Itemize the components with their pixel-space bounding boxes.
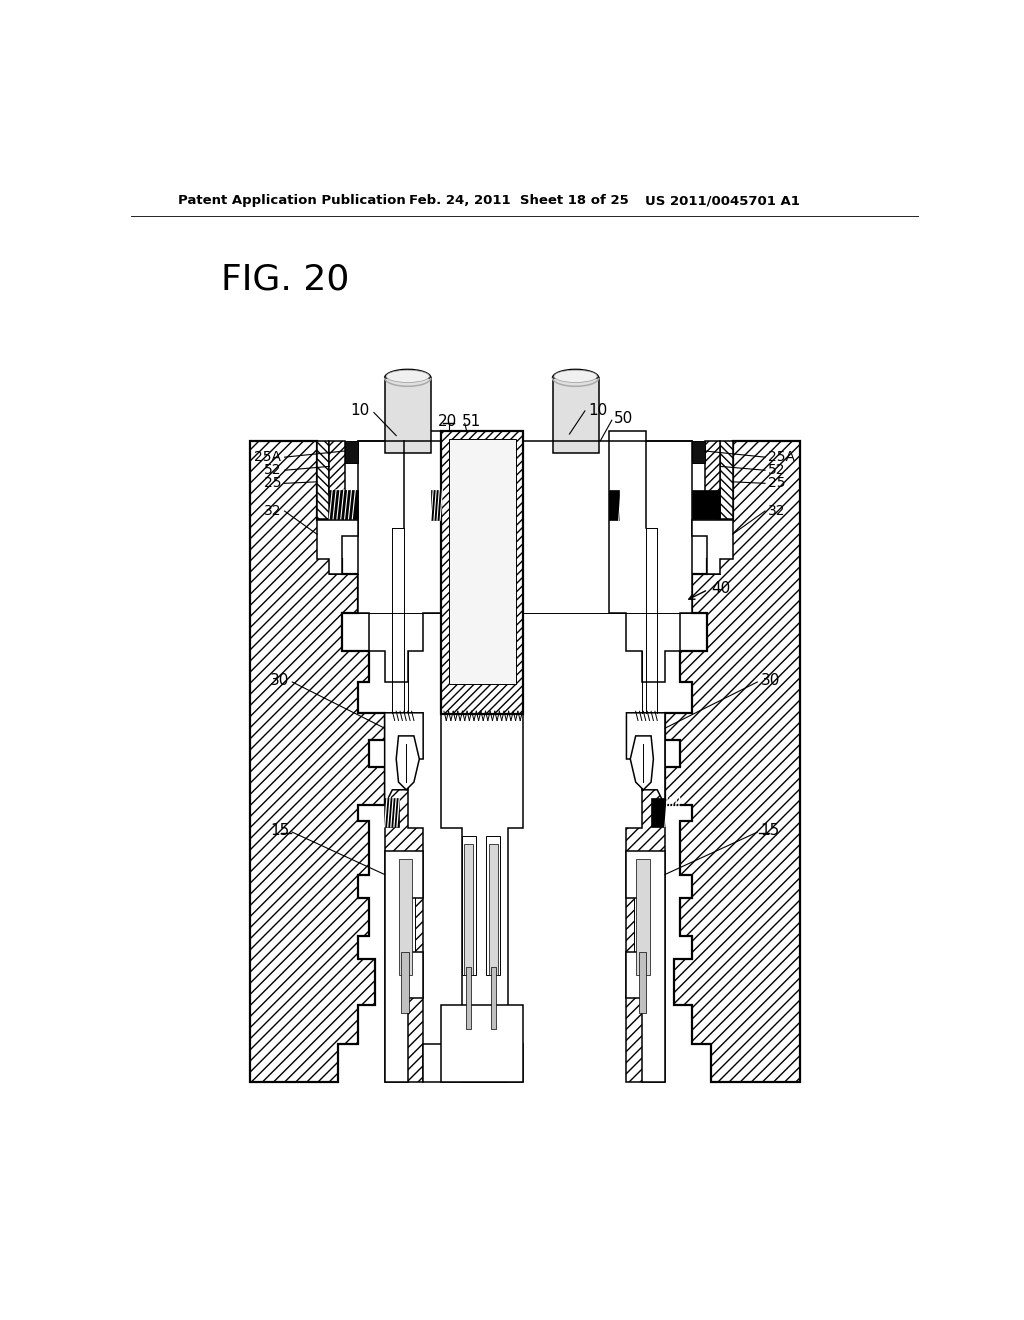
Polygon shape: [396, 737, 419, 789]
Bar: [637, 859, 650, 974]
Polygon shape: [665, 441, 800, 1082]
Polygon shape: [385, 713, 423, 1082]
Text: 32: 32: [264, 504, 282, 517]
Text: 25: 25: [768, 477, 785, 490]
Text: 52: 52: [768, 463, 785, 478]
Text: 15: 15: [270, 824, 289, 838]
Polygon shape: [316, 520, 357, 574]
Polygon shape: [441, 714, 523, 1082]
Text: 20: 20: [438, 414, 458, 429]
Text: 25: 25: [264, 477, 282, 490]
Text: 15: 15: [761, 824, 779, 838]
Polygon shape: [692, 441, 705, 462]
Text: Patent Application Publication: Patent Application Publication: [178, 194, 407, 207]
Text: Feb. 24, 2011  Sheet 18 of 25: Feb. 24, 2011 Sheet 18 of 25: [410, 194, 629, 207]
Text: 51: 51: [462, 414, 481, 429]
Text: 30: 30: [761, 673, 780, 688]
Polygon shape: [385, 797, 398, 826]
Polygon shape: [692, 520, 733, 574]
Polygon shape: [316, 441, 330, 519]
Bar: [441, 1006, 523, 1082]
Polygon shape: [627, 851, 665, 1082]
Polygon shape: [705, 441, 720, 494]
Polygon shape: [608, 490, 618, 520]
Polygon shape: [385, 851, 423, 1082]
Bar: [553, 378, 599, 453]
Bar: [441, 430, 523, 714]
Polygon shape: [692, 490, 720, 519]
Ellipse shape: [386, 370, 429, 383]
Polygon shape: [627, 713, 665, 1082]
Text: US 2011/0045701 A1: US 2011/0045701 A1: [645, 194, 800, 207]
Bar: [634, 851, 653, 974]
Bar: [423, 1044, 523, 1082]
Text: 10: 10: [350, 404, 370, 418]
Text: 50: 50: [614, 411, 634, 426]
Polygon shape: [330, 490, 357, 519]
Polygon shape: [608, 430, 692, 682]
Bar: [488, 843, 498, 974]
Polygon shape: [631, 737, 653, 789]
Bar: [490, 966, 496, 1028]
Bar: [449, 438, 515, 684]
Polygon shape: [357, 430, 441, 682]
Bar: [639, 952, 646, 1014]
Text: 25A: 25A: [255, 450, 282, 465]
Text: FIG. 20: FIG. 20: [221, 263, 350, 297]
Bar: [466, 966, 471, 1028]
Bar: [462, 836, 475, 974]
Bar: [398, 859, 413, 974]
Polygon shape: [385, 713, 423, 805]
Text: 52: 52: [264, 463, 282, 478]
Text: 30: 30: [269, 673, 289, 688]
Bar: [486, 836, 500, 974]
Bar: [400, 952, 409, 1014]
Bar: [464, 843, 473, 974]
Text: 10: 10: [588, 403, 607, 417]
Text: 32: 32: [768, 504, 785, 517]
Polygon shape: [627, 713, 665, 805]
Polygon shape: [720, 441, 733, 519]
Polygon shape: [431, 490, 441, 520]
Polygon shape: [651, 797, 665, 826]
Bar: [396, 851, 416, 974]
Bar: [385, 378, 431, 453]
Ellipse shape: [554, 370, 597, 383]
Polygon shape: [345, 441, 357, 462]
Polygon shape: [330, 441, 345, 494]
Polygon shape: [250, 441, 385, 1082]
Text: 40: 40: [711, 581, 730, 595]
Text: 25A: 25A: [768, 450, 795, 465]
